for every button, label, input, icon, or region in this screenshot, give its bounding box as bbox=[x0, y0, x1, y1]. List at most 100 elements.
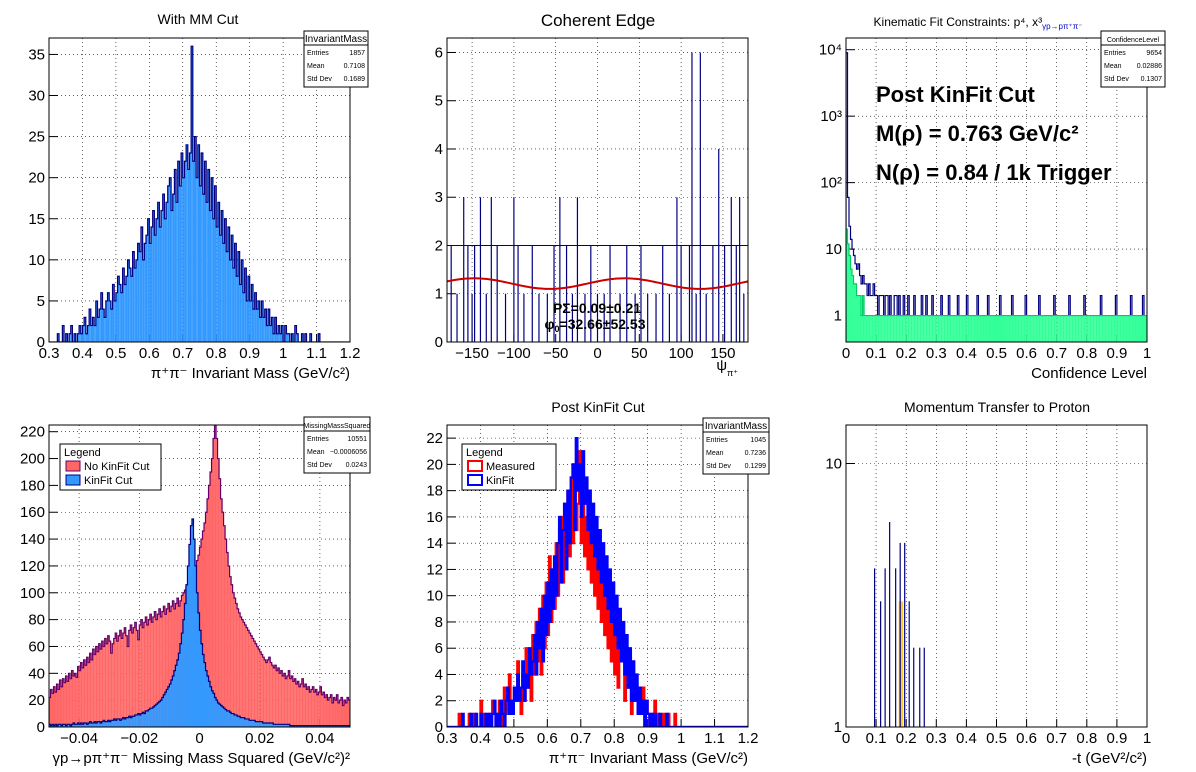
bar bbox=[137, 713, 140, 727]
bar bbox=[226, 552, 229, 727]
bar bbox=[238, 716, 241, 727]
plot-frame bbox=[845, 424, 1148, 728]
bar bbox=[56, 725, 59, 727]
bar bbox=[94, 654, 96, 727]
y-tick-label: 1 bbox=[435, 286, 443, 303]
y-tick-label: 15 bbox=[28, 211, 45, 228]
bar bbox=[1121, 315, 1123, 342]
bar bbox=[246, 627, 248, 727]
y-tick-label: 20 bbox=[426, 456, 443, 473]
bar bbox=[125, 276, 128, 342]
series-line-1 bbox=[447, 437, 748, 727]
bar bbox=[264, 309, 267, 342]
bar bbox=[312, 686, 314, 727]
bar bbox=[86, 657, 89, 727]
bar bbox=[160, 700, 162, 727]
bar bbox=[295, 725, 298, 727]
bar bbox=[55, 724, 57, 727]
bar bbox=[231, 584, 233, 727]
bar bbox=[334, 700, 337, 727]
bar bbox=[221, 210, 223, 342]
bar bbox=[874, 315, 877, 342]
bar bbox=[1041, 315, 1044, 342]
plot-frame bbox=[446, 424, 749, 728]
bar bbox=[247, 718, 250, 727]
bar bbox=[67, 724, 69, 727]
x-tick-label: 0.8 bbox=[206, 345, 227, 362]
bar bbox=[889, 315, 892, 342]
bar bbox=[303, 686, 305, 727]
bar bbox=[862, 295, 865, 342]
bar bbox=[219, 235, 222, 342]
bar bbox=[232, 713, 235, 727]
bar bbox=[57, 333, 60, 342]
bar bbox=[873, 315, 875, 342]
bar bbox=[131, 716, 134, 727]
bar bbox=[70, 325, 73, 342]
bar bbox=[204, 662, 206, 727]
bar bbox=[212, 218, 215, 342]
bar bbox=[1061, 315, 1063, 342]
bar bbox=[294, 725, 296, 727]
stats-value: 0.1299 bbox=[745, 463, 767, 470]
stats-title: InvariantMass bbox=[305, 34, 367, 45]
bar bbox=[204, 522, 206, 727]
bar bbox=[158, 608, 161, 727]
bar bbox=[237, 251, 240, 342]
bar bbox=[1122, 315, 1125, 342]
bar bbox=[312, 725, 314, 727]
bar bbox=[124, 627, 126, 727]
bar bbox=[252, 720, 254, 727]
stats-value: 0.1307 bbox=[1141, 76, 1163, 83]
bar bbox=[100, 722, 102, 727]
bar bbox=[140, 226, 143, 342]
bar bbox=[147, 218, 150, 342]
bar bbox=[104, 638, 107, 727]
bar bbox=[98, 643, 101, 727]
bar bbox=[940, 315, 943, 342]
bar bbox=[846, 229, 848, 342]
stats-key: Std Dev bbox=[307, 76, 332, 83]
x-tick-label: −100 bbox=[497, 345, 531, 362]
stats-key: Std Dev bbox=[307, 462, 332, 469]
bar bbox=[110, 720, 113, 727]
bar bbox=[250, 635, 253, 727]
stats-value: 0.7108 bbox=[344, 63, 366, 70]
bar bbox=[229, 712, 232, 727]
x-tick-label: 0.5 bbox=[986, 345, 1007, 362]
bar bbox=[246, 300, 248, 342]
legend-swatch bbox=[65, 460, 81, 472]
fit-label-p-sigma: PΣ=0.09±0.21 bbox=[553, 300, 641, 316]
bar bbox=[131, 633, 134, 727]
bar bbox=[994, 315, 997, 342]
bar bbox=[285, 724, 287, 727]
bar bbox=[987, 315, 989, 342]
y-tick-label: 220 bbox=[20, 424, 45, 441]
bar bbox=[117, 276, 120, 342]
bar bbox=[849, 255, 851, 342]
x-tick-label: 0.7 bbox=[1046, 345, 1067, 362]
bar bbox=[919, 315, 922, 342]
chart-title-subscript: γp→pπ⁺π⁻ bbox=[1042, 22, 1082, 31]
annotation-0: Post KinFit Cut bbox=[876, 82, 1036, 107]
bar bbox=[250, 720, 253, 727]
plot-p3: Kinematic Fit Constraints: p⁴, x³γp→pπ⁺π… bbox=[819, 15, 1166, 382]
x-axis-label: -t (GeV²/c²) bbox=[1072, 750, 1147, 767]
bar bbox=[214, 425, 217, 727]
bar bbox=[1119, 315, 1122, 342]
bar bbox=[322, 725, 325, 727]
bar bbox=[1104, 315, 1107, 342]
bar bbox=[73, 675, 75, 727]
bar bbox=[217, 458, 220, 727]
stats-key: Entries bbox=[706, 437, 728, 444]
bar bbox=[125, 717, 128, 727]
bar bbox=[259, 651, 262, 727]
stats-key: Entries bbox=[307, 436, 329, 443]
bar bbox=[240, 717, 242, 727]
bar bbox=[149, 243, 152, 342]
y-tick-label: 1 bbox=[834, 308, 842, 325]
bar bbox=[342, 725, 344, 727]
bar bbox=[80, 722, 83, 727]
bar bbox=[191, 46, 193, 342]
bar bbox=[313, 692, 316, 727]
